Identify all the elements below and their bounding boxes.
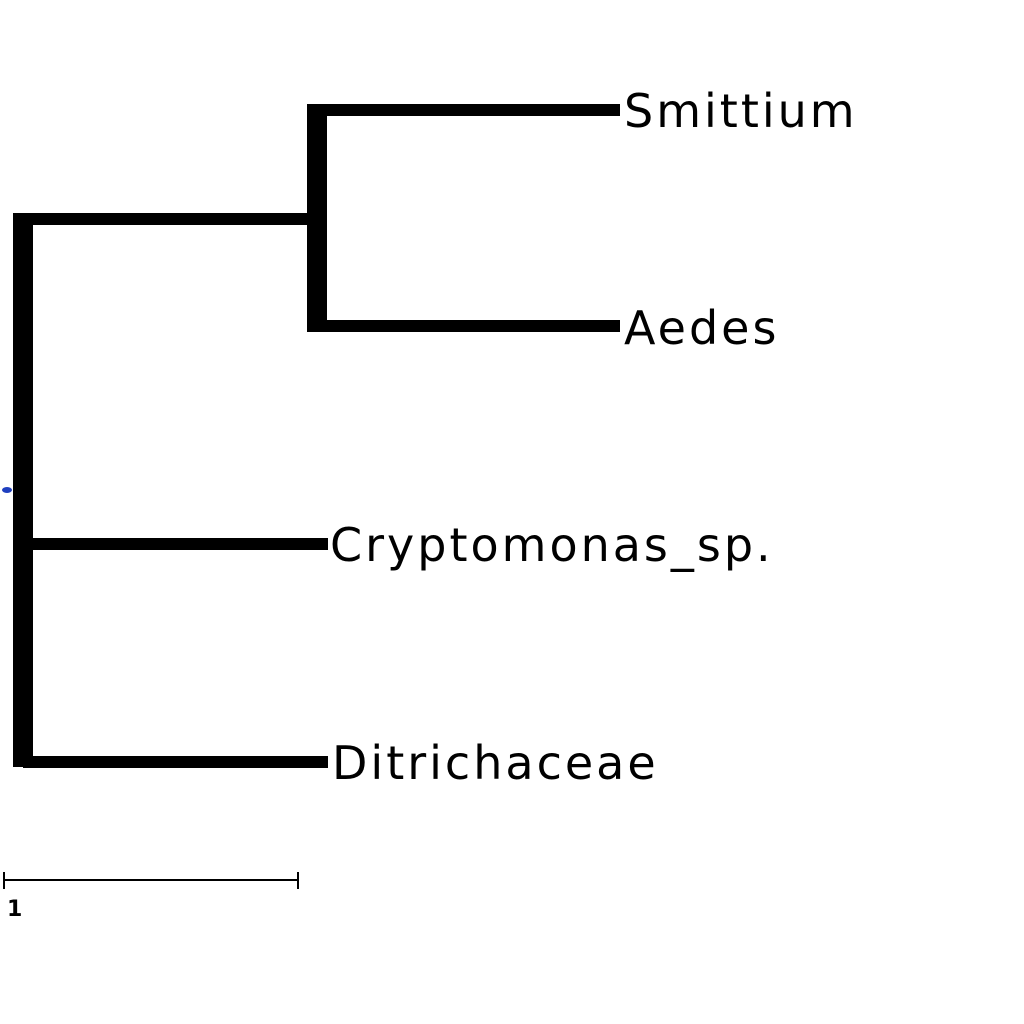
scale-bar: 1 <box>3 872 299 922</box>
leaf-label-cryptomonas: Cryptomonas_sp. <box>330 518 774 572</box>
leaf-branch-smittium <box>317 104 620 116</box>
leaf-label-aedes: Aedes <box>624 301 779 355</box>
clade-stem-branch <box>23 213 320 225</box>
leaf-branch-ditrichaceae <box>23 756 328 768</box>
leaf-label-smittium: Smittium <box>624 84 858 138</box>
root-vertical-branch <box>13 213 33 767</box>
clade-vertical-branch <box>307 104 327 332</box>
scale-bar-label: 1 <box>7 897 22 922</box>
root-node-marker <box>2 487 12 493</box>
leaf-label-ditrichaceae: Ditrichaceae <box>332 736 659 790</box>
leaf-branch-aedes <box>317 320 620 332</box>
leaf-branch-cryptomonas <box>23 538 328 550</box>
